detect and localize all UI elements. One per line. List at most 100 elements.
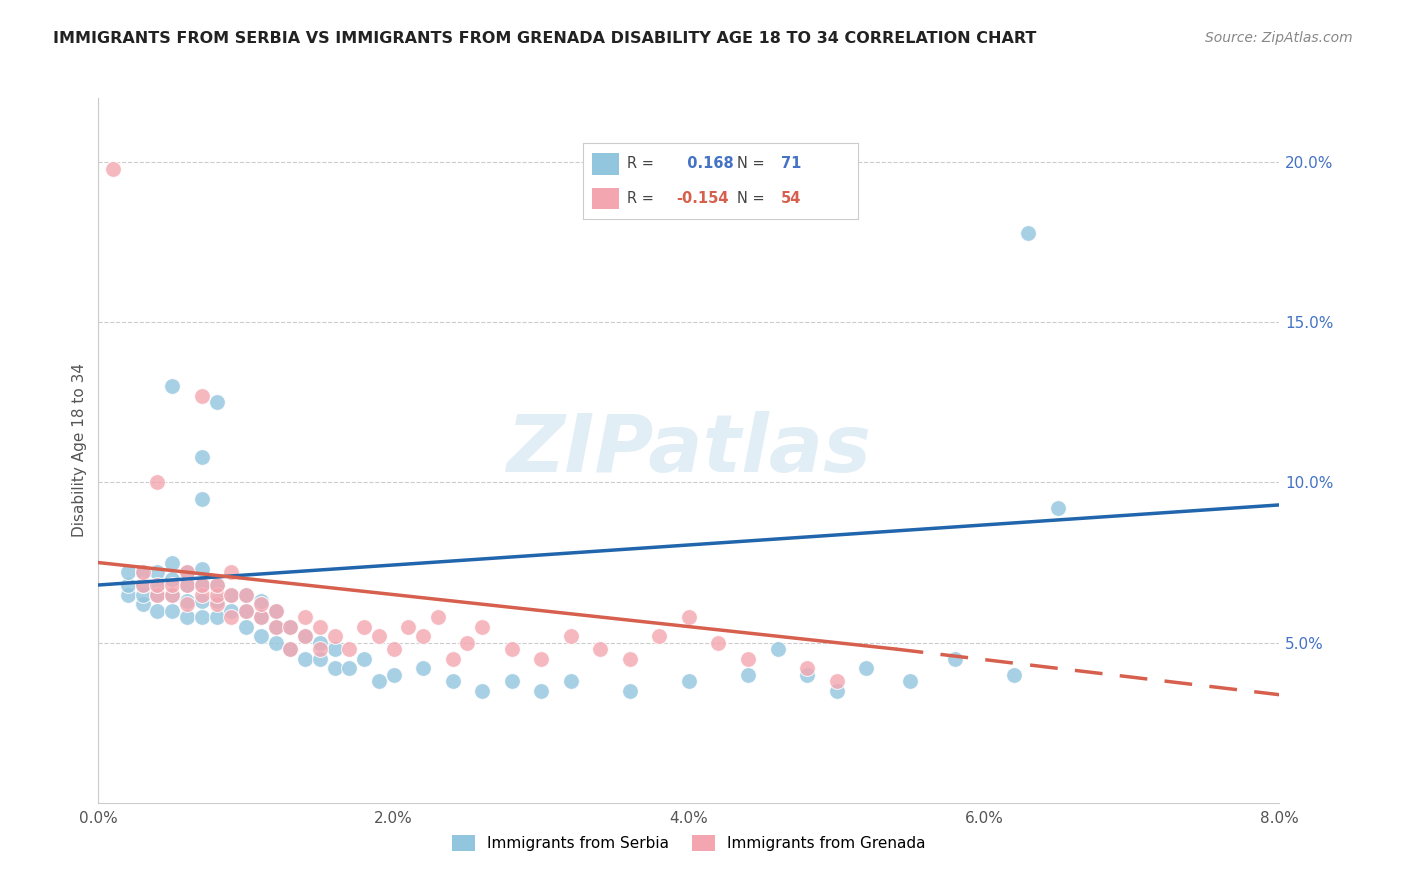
Point xyxy=(103,161,125,176)
Point xyxy=(221,604,243,618)
Text: R =: R = xyxy=(627,156,659,171)
Point xyxy=(309,651,332,665)
Point xyxy=(205,395,228,409)
Point xyxy=(900,674,922,689)
Point xyxy=(855,661,877,675)
Point xyxy=(250,594,273,608)
Point xyxy=(146,578,169,592)
Point xyxy=(146,604,169,618)
Point xyxy=(132,597,155,611)
Point xyxy=(162,604,183,618)
Point xyxy=(132,578,155,592)
Point xyxy=(368,674,391,689)
Point xyxy=(619,651,641,665)
Point xyxy=(280,642,302,657)
Y-axis label: Disability Age 18 to 34: Disability Age 18 to 34 xyxy=(72,363,87,538)
Legend: Immigrants from Serbia, Immigrants from Grenada: Immigrants from Serbia, Immigrants from … xyxy=(444,827,934,859)
Point xyxy=(132,578,155,592)
Point xyxy=(146,475,169,490)
Point xyxy=(368,629,391,643)
Point xyxy=(146,588,169,602)
Point xyxy=(412,629,434,643)
Point xyxy=(530,651,553,665)
Text: N =: N = xyxy=(737,191,769,206)
Point xyxy=(162,578,183,592)
Point xyxy=(176,597,198,611)
Text: 0.168: 0.168 xyxy=(676,156,734,171)
Point xyxy=(441,651,464,665)
Point xyxy=(323,661,346,675)
Point xyxy=(221,588,243,602)
Point xyxy=(707,635,730,649)
Point xyxy=(678,674,700,689)
Point xyxy=(250,597,273,611)
Point xyxy=(205,597,228,611)
Point xyxy=(176,565,198,579)
Point xyxy=(205,578,228,592)
Point xyxy=(205,594,228,608)
Point xyxy=(205,610,228,624)
Point xyxy=(191,578,214,592)
Point xyxy=(382,667,405,681)
Point xyxy=(264,619,287,633)
Point xyxy=(176,578,198,592)
Point xyxy=(162,379,183,393)
Text: Source: ZipAtlas.com: Source: ZipAtlas.com xyxy=(1205,31,1353,45)
Text: -0.154: -0.154 xyxy=(676,191,730,206)
Point xyxy=(235,604,257,618)
Point xyxy=(339,642,361,657)
Point xyxy=(412,661,434,675)
Point xyxy=(132,565,155,579)
Bar xyxy=(592,188,619,210)
Point xyxy=(501,674,523,689)
Point xyxy=(264,619,287,633)
Point xyxy=(205,578,228,592)
Point xyxy=(162,588,183,602)
Point xyxy=(280,619,302,633)
Point xyxy=(191,610,214,624)
Point xyxy=(176,578,198,592)
Point xyxy=(191,389,214,403)
Point xyxy=(235,588,257,602)
Text: 54: 54 xyxy=(780,191,801,206)
Point xyxy=(250,629,273,643)
Point xyxy=(221,610,243,624)
Point xyxy=(589,642,612,657)
Point xyxy=(162,572,183,586)
Point xyxy=(339,661,361,675)
Point xyxy=(191,594,214,608)
Point xyxy=(191,588,214,602)
Point xyxy=(280,642,302,657)
Point xyxy=(117,578,139,592)
Point xyxy=(737,651,759,665)
Point xyxy=(560,629,582,643)
Point xyxy=(398,619,420,633)
Point xyxy=(648,629,671,643)
Point xyxy=(264,604,287,618)
Point xyxy=(353,651,375,665)
Point xyxy=(117,565,139,579)
Point xyxy=(619,683,641,698)
Text: IMMIGRANTS FROM SERBIA VS IMMIGRANTS FROM GRENADA DISABILITY AGE 18 TO 34 CORREL: IMMIGRANTS FROM SERBIA VS IMMIGRANTS FRO… xyxy=(53,31,1036,46)
Point xyxy=(427,610,450,624)
Text: R =: R = xyxy=(627,191,659,206)
Point xyxy=(441,674,464,689)
Point xyxy=(191,491,214,506)
Point xyxy=(191,578,214,592)
Point xyxy=(501,642,523,657)
Point xyxy=(235,619,257,633)
Point xyxy=(1002,667,1025,681)
Point xyxy=(205,588,228,602)
Point xyxy=(176,594,198,608)
Point xyxy=(825,674,848,689)
Point xyxy=(294,629,316,643)
Text: ZIPatlas: ZIPatlas xyxy=(506,411,872,490)
Point xyxy=(146,588,169,602)
Point xyxy=(117,588,139,602)
Point xyxy=(176,610,198,624)
Point xyxy=(309,635,332,649)
Point xyxy=(309,619,332,633)
Point xyxy=(162,556,183,570)
Point xyxy=(235,588,257,602)
Point xyxy=(264,604,287,618)
